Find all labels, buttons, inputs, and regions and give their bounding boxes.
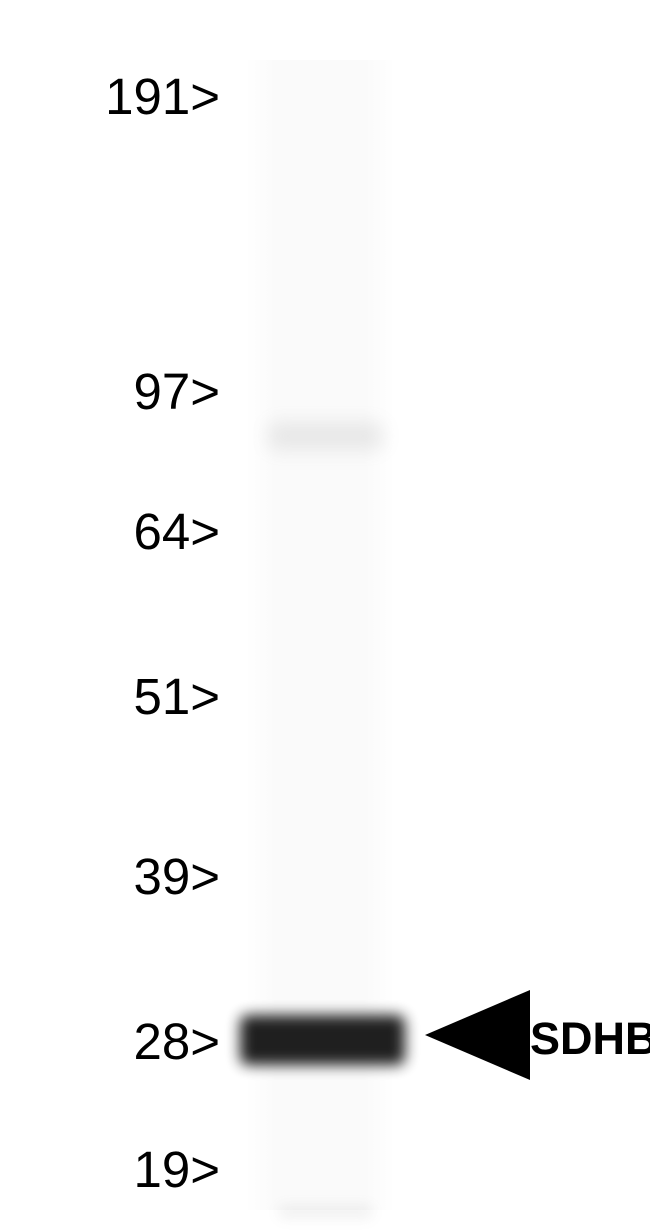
- arrow-polygon: [425, 990, 530, 1080]
- band-sdhb: [240, 1015, 405, 1065]
- western-blot-figure: 191> 97> 64> 51> 39> 28> 19> SDHB: [0, 0, 650, 1232]
- mw-marker-39: 39>: [0, 847, 220, 906]
- mw-marker-51: 51>: [0, 667, 220, 726]
- band-faint-97kda: [268, 422, 383, 450]
- mw-marker-19: 19>: [0, 1140, 220, 1199]
- mw-marker-97: 97>: [0, 362, 220, 421]
- label-sdhb: SDHB: [530, 1013, 650, 1065]
- arrow-sdhb-icon: [425, 990, 530, 1080]
- mw-marker-28: 28>: [0, 1012, 220, 1071]
- mw-marker-191: 191>: [0, 67, 220, 126]
- mw-marker-64: 64>: [0, 502, 220, 561]
- band-dye-front: [278, 1205, 373, 1219]
